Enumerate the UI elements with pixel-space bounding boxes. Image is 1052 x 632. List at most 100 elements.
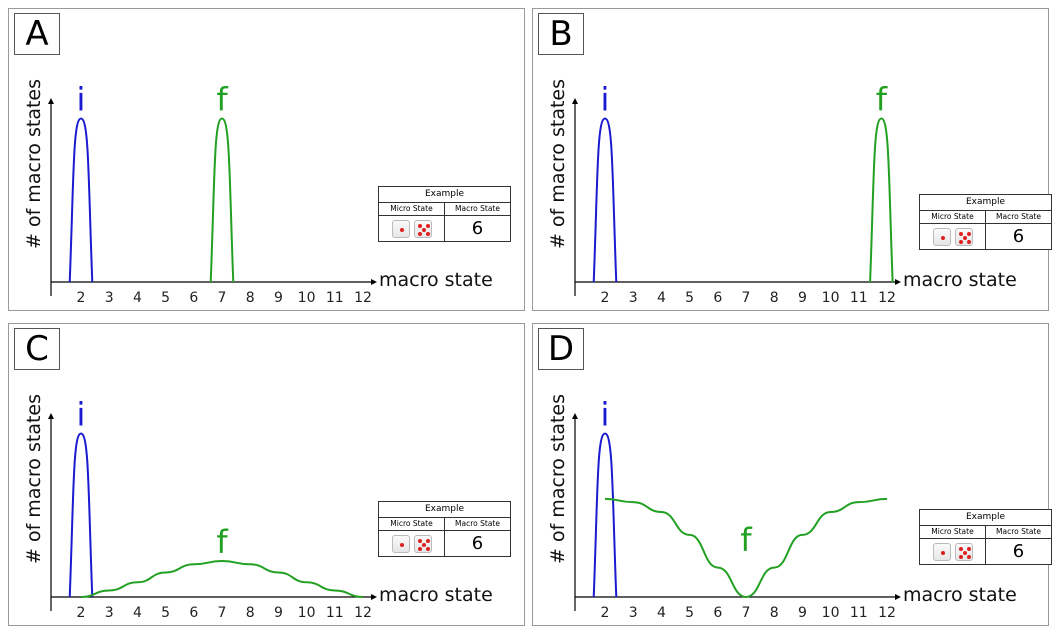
y-axis-arrow	[572, 98, 578, 104]
micro-state-dice	[379, 216, 444, 241]
series-label-i: i	[77, 396, 86, 434]
5-die-icon	[954, 227, 973, 246]
micro-state-header: Micro State	[920, 526, 985, 539]
x-tick-label: 11	[850, 605, 868, 621]
example-table: Example Micro State Macro State 6	[378, 501, 511, 557]
x-tick-label: 2	[601, 290, 610, 306]
series-line-f	[80, 560, 364, 598]
series-line-i	[68, 117, 94, 283]
x-axis-arrow	[371, 279, 377, 285]
die-pip	[425, 538, 430, 543]
chart-svg: 2 3 4 5 6 7 8 9 10 11 12 macro state # of macro stat…	[547, 394, 1017, 621]
x-tick-label: 11	[326, 290, 344, 306]
panel-d: D 2 3 4 5 6 7 8 9 10 11 12 macro state # of macro sta…	[532, 323, 1052, 626]
die-pip	[940, 550, 945, 555]
y-axis-arrow	[48, 413, 54, 419]
x-tick-label: 6	[189, 290, 198, 306]
x-tick-label: 6	[713, 290, 722, 306]
die-pip	[966, 554, 971, 559]
x-tick-label: 5	[685, 290, 694, 306]
x-tick-label: 4	[657, 290, 666, 306]
x-tick-label: 10	[298, 290, 316, 306]
5-die-icon	[954, 542, 973, 561]
panel-letter: B	[538, 13, 584, 55]
chart-svg: 2 3 4 5 6 7 8 9 10 11 12 macro state # of macro stat…	[547, 79, 1017, 306]
x-tick-label: 5	[161, 605, 170, 621]
panel-a: A 2 3 4 5 6 7 8 9 10 11 12 macro state # of macro sta…	[8, 8, 525, 311]
series-line-i	[68, 432, 94, 598]
die-pip	[940, 235, 945, 240]
series-line-f	[869, 117, 894, 283]
die-pip	[425, 231, 430, 236]
x-tick-label: 11	[850, 290, 868, 306]
x-tick-label: 6	[713, 605, 722, 621]
die-pip	[399, 227, 404, 232]
micro-state-dice	[920, 539, 985, 564]
die-pip	[417, 538, 422, 543]
example-title: Example	[920, 510, 1051, 526]
x-tick-label: 7	[742, 290, 751, 306]
x-tick-label: 5	[161, 290, 170, 306]
die-pip	[958, 546, 963, 551]
die-pip	[417, 546, 422, 551]
panel-letter: D	[538, 328, 584, 370]
die-pip	[417, 223, 422, 228]
x-tick-label: 8	[246, 605, 255, 621]
macro-state-value: 6	[1012, 226, 1025, 247]
series-label-f: f	[216, 81, 228, 119]
y-axis-label: # of macro states	[547, 394, 569, 564]
micro-state-header: Micro State	[379, 203, 444, 216]
x-axis-label: macro state	[379, 584, 493, 606]
y-axis-label: # of macro states	[23, 79, 45, 249]
example-table: Example Micro State Macro State 6	[378, 186, 511, 242]
y-axis-label: # of macro states	[547, 79, 569, 249]
x-tick-label: 9	[274, 605, 283, 621]
x-tick-label: 11	[326, 605, 344, 621]
die-pip	[962, 235, 967, 240]
x-axis-arrow	[895, 594, 901, 600]
series-label-f: f	[740, 521, 752, 559]
x-tick-label: 2	[77, 290, 86, 306]
example-title: Example	[379, 187, 510, 203]
die-pip	[958, 554, 963, 559]
die-pip	[958, 239, 963, 244]
x-tick-label: 3	[105, 605, 114, 621]
macro-state-header: Macro State	[445, 518, 510, 531]
die-pip	[425, 223, 430, 228]
x-tick-label: 9	[798, 605, 807, 621]
series-label-f: f	[216, 523, 228, 561]
5-die-icon	[413, 534, 432, 553]
x-tick-label: 2	[601, 605, 610, 621]
die-pip	[958, 231, 963, 236]
1-die-icon	[391, 219, 410, 238]
series-line-f	[604, 497, 888, 599]
series-line-f	[209, 117, 235, 283]
panel-b: B 2 3 4 5 6 7 8 9 10 11 12 macro state # of macro sta…	[532, 8, 1052, 311]
x-tick-label: 3	[629, 290, 638, 306]
y-axis-label: # of macro states	[23, 394, 45, 564]
x-tick-label: 10	[298, 605, 316, 621]
panel-letter: C	[14, 328, 60, 370]
x-tick-label: 12	[354, 290, 372, 306]
x-tick-label: 2	[77, 605, 86, 621]
x-tick-label: 12	[878, 290, 896, 306]
macro-state-header: Macro State	[445, 203, 510, 216]
die-pip	[399, 542, 404, 547]
series-line-i	[592, 117, 618, 283]
die-pip	[421, 227, 426, 232]
series-label-i: i	[601, 81, 610, 119]
die-pip	[962, 550, 967, 555]
x-tick-label: 5	[685, 605, 694, 621]
micro-state-header: Micro State	[379, 518, 444, 531]
panel-letter: A	[14, 13, 60, 55]
series-line-i	[592, 432, 618, 598]
x-tick-label: 7	[218, 290, 227, 306]
y-axis-arrow	[48, 98, 54, 104]
example-table: Example Micro State Macro State 6	[919, 509, 1052, 565]
x-tick-label: 7	[742, 605, 751, 621]
macro-state-value: 6	[471, 218, 484, 239]
die-pip	[417, 231, 422, 236]
x-tick-label: 10	[822, 290, 840, 306]
die-pip	[966, 231, 971, 236]
x-tick-label: 3	[105, 290, 114, 306]
